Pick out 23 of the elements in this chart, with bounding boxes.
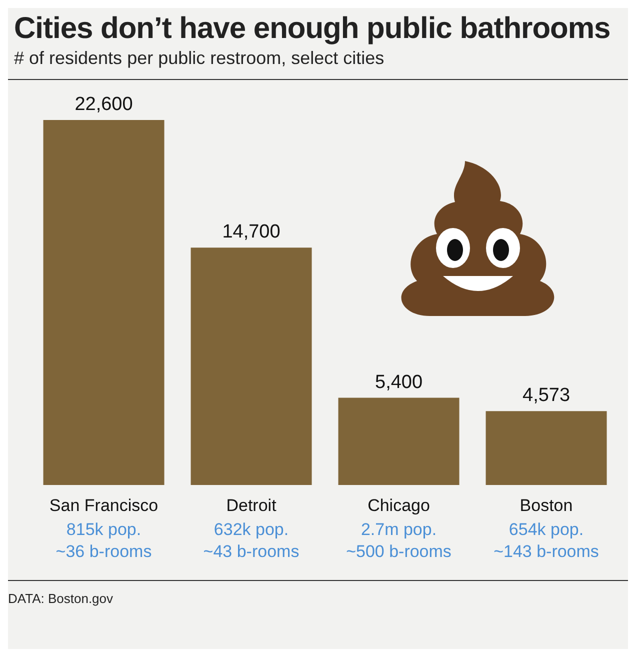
text: ~143 b-rooms (494, 542, 599, 561)
data-label: 5,400 (375, 372, 423, 393)
text: ~500 b-rooms (346, 542, 452, 561)
text: 815k pop. (66, 520, 142, 539)
text: 654k pop. (508, 520, 584, 539)
data-label: 22,600 (74, 94, 133, 115)
text: DATA: Boston.gov (8, 591, 114, 606)
x-tick-label: Boston (520, 496, 573, 515)
x-tick-label: Chicago (368, 496, 430, 515)
text: 2.7m pop. (360, 520, 437, 539)
text: ~36 b-rooms (56, 542, 152, 561)
x-tick-label: Detroit (226, 496, 277, 515)
text: ~43 b-rooms (203, 542, 300, 561)
bar (190, 248, 312, 485)
chart-title: Cities don’t have enough public bathrooms (13, 11, 612, 46)
bar (43, 120, 164, 485)
text: 632k pop. (214, 520, 289, 539)
bar (338, 398, 460, 485)
bar (486, 411, 607, 485)
data-label: 14,700 (222, 222, 280, 243)
data-label: 4,573 (522, 385, 570, 406)
x-tick-label: San Francisco (49, 496, 158, 515)
chart-subtitle: # of residents per public restroom, select cities (13, 48, 386, 69)
